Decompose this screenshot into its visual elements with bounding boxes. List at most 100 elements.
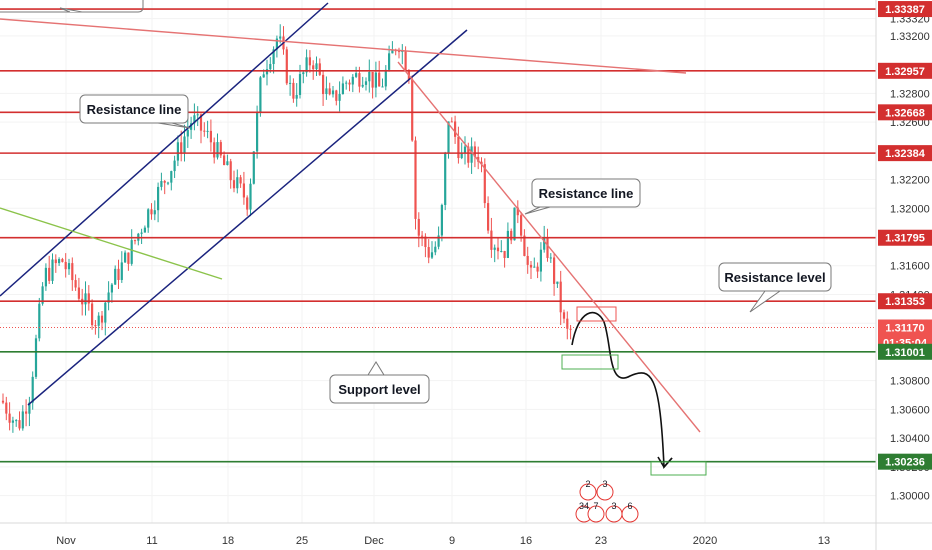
price-label-bg [878, 229, 932, 246]
candle-body [223, 155, 226, 166]
candle-body [77, 287, 80, 299]
candle-body [487, 203, 490, 231]
candle-body [328, 88, 331, 95]
candle-body [341, 83, 344, 95]
candle-body [358, 73, 361, 87]
event-marker-label: 7 [593, 501, 598, 511]
candle-body [252, 151, 255, 184]
candle-body [44, 267, 47, 287]
green-trendline [0, 207, 223, 280]
candle-body [186, 129, 189, 137]
candle-body [523, 235, 526, 256]
candle-body [345, 82, 348, 84]
candle-body [454, 121, 457, 137]
callout-resistance-line-right-box [531, 178, 641, 208]
price-axis[interactable]: 1.333201.332001.328001.326001.322001.320… [875, 0, 932, 550]
candle-body [401, 50, 404, 52]
candle-body [536, 266, 539, 272]
candle-body [242, 183, 245, 198]
y-tick-label: 1.30800 [890, 376, 930, 388]
candle-body [556, 281, 559, 284]
candle-body [450, 121, 453, 123]
x-tick-label: Nov [56, 535, 76, 547]
event-markers: 2 3 34 7 3 6 [575, 479, 639, 523]
candle-body [381, 86, 384, 88]
candle-body [361, 84, 364, 87]
candle-body [262, 74, 265, 78]
candle-body [295, 94, 298, 99]
candle-body [467, 146, 470, 163]
candle-body [269, 64, 272, 70]
candle-body [71, 263, 74, 281]
candle-body [298, 74, 302, 95]
candle-body [331, 90, 335, 95]
candle-body [302, 72, 305, 75]
candle-body [427, 247, 430, 258]
candle-body [213, 142, 216, 158]
x-tick-label: Dec [364, 535, 384, 547]
candle-body [110, 284, 113, 293]
candle-body [421, 235, 424, 237]
candle-body [371, 71, 374, 88]
candle-body [147, 209, 150, 228]
price-label-bg [878, 145, 932, 162]
candle-body [562, 312, 566, 319]
candle-body [348, 82, 351, 85]
candle-body [87, 293, 90, 304]
event-marker-label: 6 [627, 501, 632, 511]
candle-body [100, 315, 104, 323]
candle-body [440, 204, 443, 236]
resistance-trendline-top [0, 18, 687, 74]
event-marker [587, 505, 605, 523]
candle-body [203, 130, 206, 132]
candle-body [232, 180, 236, 189]
event-marker-label: 34 [579, 501, 589, 511]
y-tick-label: 1.31600 [890, 261, 930, 273]
event-marker [579, 483, 597, 501]
candle-body [209, 130, 212, 143]
candle-body [279, 36, 282, 39]
candle-body [292, 82, 295, 99]
candle-body [483, 164, 486, 204]
candle-body [559, 281, 562, 313]
candle-body [404, 50, 407, 71]
event-marker [621, 505, 639, 523]
candle-body [246, 197, 249, 210]
candle-body [163, 180, 166, 183]
candle-body [239, 177, 242, 184]
time-axis[interactable]: Nov 11 18 25 Dec 9 16 23 2020 13 [0, 522, 932, 547]
price-label: 1.31795 [885, 233, 925, 245]
candle-body [510, 230, 513, 241]
x-tick-label: 13 [818, 535, 830, 547]
candle-body [143, 227, 146, 233]
candle-body [170, 171, 173, 183]
price-label-bg [878, 343, 932, 360]
candle-body [265, 69, 269, 75]
x-tick-label: 23 [595, 535, 607, 547]
candle-body [229, 161, 232, 181]
candle-body [414, 140, 417, 219]
candle-body [199, 114, 203, 131]
candle-body [308, 57, 311, 66]
candle-body [38, 303, 41, 339]
candle-body [1, 400, 5, 403]
candle-body [272, 49, 275, 65]
support-box [561, 354, 619, 370]
candle-body [322, 74, 325, 95]
candle-body [236, 177, 239, 189]
candle-body [520, 215, 523, 236]
candle-body [473, 146, 476, 157]
price-label-bg [878, 319, 932, 336]
candle-body [193, 115, 196, 124]
candle-body [54, 259, 57, 264]
event-marker-label: 3 [602, 479, 607, 489]
candle-body [127, 252, 130, 264]
candle-body [430, 252, 434, 258]
candle-body [104, 302, 107, 323]
candle-body [206, 130, 209, 132]
callout-support-level-box [329, 374, 430, 404]
callout-resistance-line-left-box [79, 94, 189, 124]
candle-body [275, 38, 278, 50]
price-label: 1.31001 [885, 347, 925, 359]
